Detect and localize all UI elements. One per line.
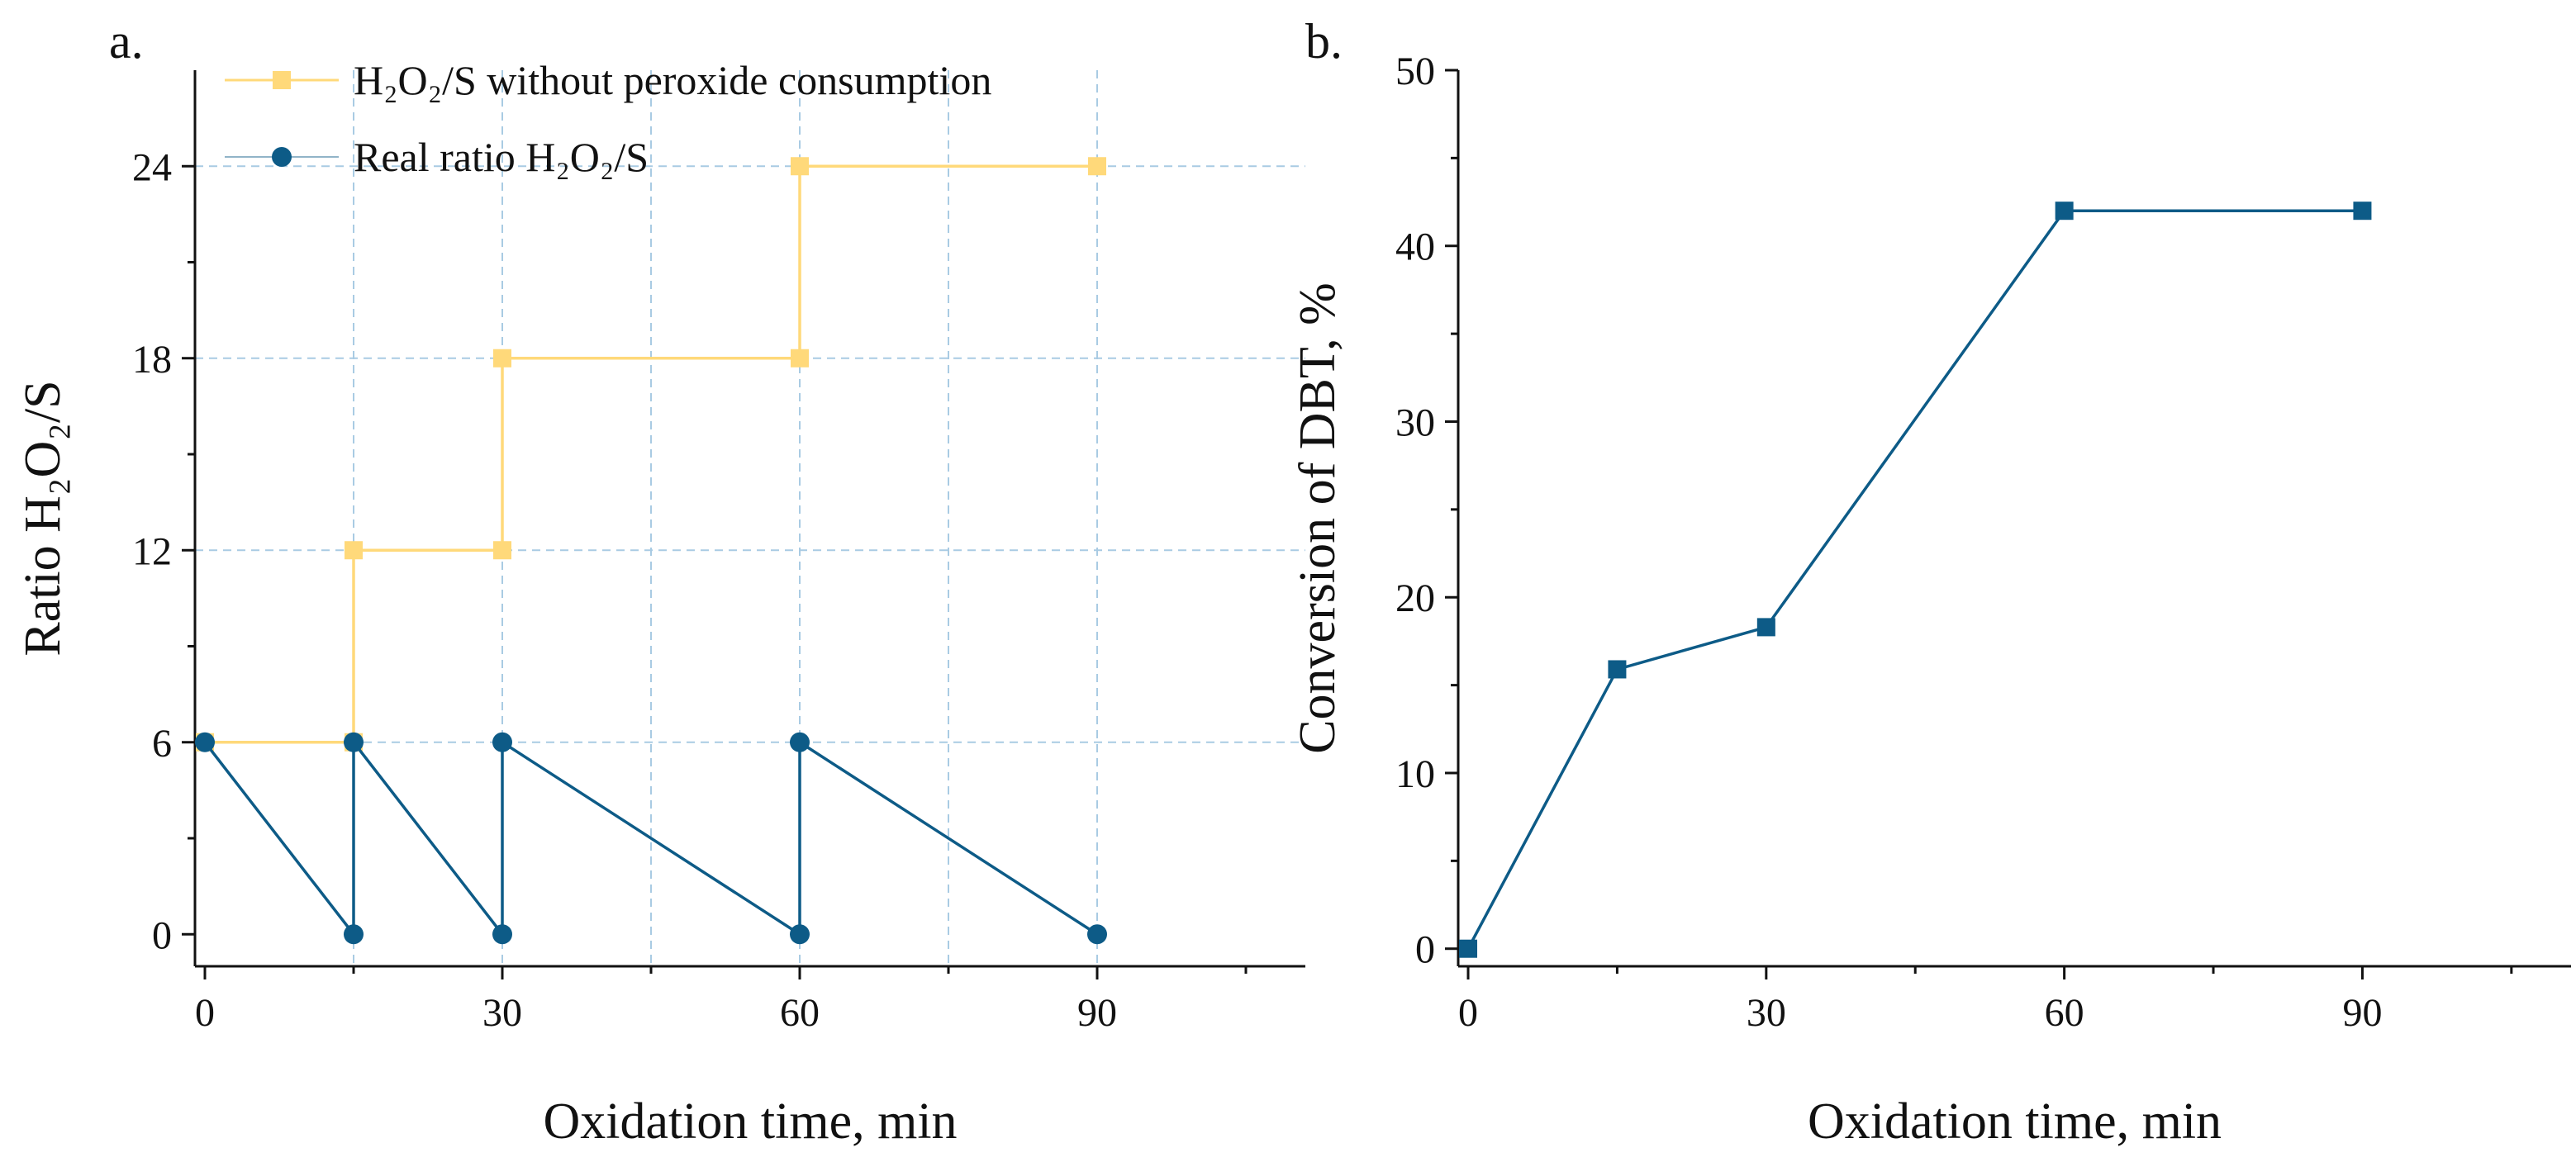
y-tick-label: 50 <box>1395 50 1435 93</box>
data-point <box>345 541 363 560</box>
data-point <box>1459 939 1478 958</box>
x-axis-title: Oxidation time, min <box>543 1093 957 1150</box>
x-tick-label: 0 <box>195 991 215 1035</box>
data-point <box>195 732 215 752</box>
x-tick-label: 90 <box>1077 991 1117 1035</box>
y-tick-label: 6 <box>152 722 172 766</box>
series-2 <box>195 732 1107 945</box>
panel-a-chart: 0 30 60 90 0 6 12 18 24 Oxidation time, min Ratio … <box>15 14 1305 1150</box>
data-point <box>344 732 364 752</box>
x-tick-label: 30 <box>482 991 522 1035</box>
series-line <box>205 164 1097 744</box>
series-line <box>1466 209 2363 950</box>
data-point <box>2353 202 2372 221</box>
y-axis-title: Conversion of DBT, % <box>1290 282 1346 754</box>
y-tick-label: 30 <box>1395 401 1435 444</box>
x-tick-label: 0 <box>1458 991 1478 1035</box>
gridlines <box>195 70 1305 966</box>
legend-label: H₂O₂/S without peroxide consumption <box>354 57 991 103</box>
x-tick-label: 90 <box>2342 991 2382 1035</box>
y-tick-label: 20 <box>1395 576 1435 620</box>
data-point <box>1087 924 1107 945</box>
x-tick-label: 60 <box>780 991 820 1035</box>
data-point <box>492 924 512 945</box>
data-point <box>493 541 511 560</box>
y-tick-label: 12 <box>132 529 172 573</box>
legend: H₂O₂/S without peroxide consumption Real … <box>225 57 991 180</box>
data-point <box>790 924 810 945</box>
y-tick-label: 18 <box>132 338 172 382</box>
data-point <box>1608 660 1627 679</box>
y-tick-label: 0 <box>1415 928 1435 972</box>
x-tick-label: 60 <box>2045 991 2084 1035</box>
data-point <box>1088 157 1106 176</box>
y-tick-label: 10 <box>1395 752 1435 796</box>
legend-label: Real ratio H₂O₂/S <box>354 134 649 180</box>
data-point <box>344 924 364 945</box>
y-axis-title: Ratio H₂O₂/S <box>15 380 71 656</box>
data-point <box>790 732 810 752</box>
x-axis-title: Oxidation time, min <box>1808 1093 2222 1150</box>
data-point <box>2055 202 2074 221</box>
x-tick-label: 30 <box>1747 991 1786 1035</box>
data-point <box>492 732 512 752</box>
y-tick-label: 0 <box>152 913 172 957</box>
data-point <box>1756 618 1775 637</box>
data-point <box>493 349 511 368</box>
data-point <box>791 349 809 368</box>
data-point <box>791 157 809 176</box>
series-1 <box>1459 202 2372 958</box>
y-tick-label: 24 <box>132 145 172 189</box>
series-line <box>203 738 1098 939</box>
y-tick-label: 40 <box>1395 225 1435 269</box>
legend-marker <box>273 71 291 89</box>
panel-label: a. <box>109 14 144 69</box>
panel-b-chart: 0 30 60 90 0 10 20 30 40 50 Oxidation time, min Con… <box>1290 14 2571 1150</box>
legend-marker <box>272 147 292 167</box>
panel-label: b. <box>1305 14 1343 69</box>
